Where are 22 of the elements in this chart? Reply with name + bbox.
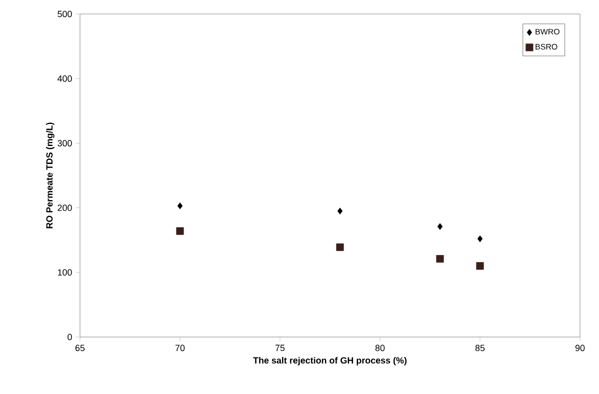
y-tick-label: 100 <box>58 269 72 276</box>
y-tick-label: 400 <box>57 75 72 82</box>
x-tick-label: 85 <box>475 344 485 352</box>
y-tick-label: 500 <box>58 10 72 18</box>
x-tick-label: 90 <box>575 344 585 352</box>
point <box>436 255 444 263</box>
y-axis-title: RO Permeate TDS (mg/L) <box>46 122 54 228</box>
point <box>176 227 184 235</box>
x-tick-label: 65 <box>75 344 85 352</box>
point <box>437 223 443 230</box>
point <box>336 243 344 251</box>
y-tick-label: 300 <box>58 140 72 146</box>
point <box>476 262 484 270</box>
x-tick-label: 75 <box>275 344 285 352</box>
x-axis-title: The salt rejection of GH process (%) <box>253 356 407 366</box>
point <box>337 208 343 214</box>
x-tick-label: 70 <box>175 344 185 352</box>
y-tick-label: 200 <box>58 204 72 211</box>
x-tick-label: 80 <box>375 344 385 352</box>
point <box>177 202 183 210</box>
y-tick-label: 0 <box>68 334 72 340</box>
point <box>477 235 483 242</box>
